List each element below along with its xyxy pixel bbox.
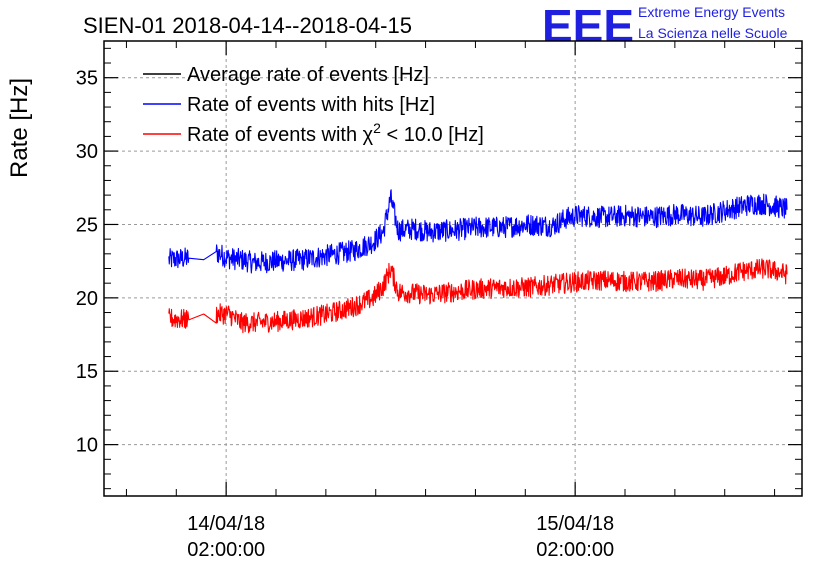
- legend-label-chi2-suffix: < 10.0 [Hz]: [381, 124, 484, 146]
- y-tick-label: 35: [76, 68, 98, 90]
- y-tick-label: 10: [76, 435, 98, 457]
- legend-label-chi2-prefix: Rate of events with χ: [187, 124, 374, 146]
- y-tick-label: 30: [76, 141, 98, 163]
- chart-title: SIEN-01 2018-04-14--2018-04-15: [83, 13, 412, 38]
- series-line-chi2: [168, 258, 788, 334]
- x-tick-date: 14/04/18: [187, 513, 265, 535]
- eee-logo-line1: Extreme Energy Events: [638, 4, 785, 20]
- legend-label-chi2: Rate of events with χ2 < 10.0 [Hz]: [187, 120, 484, 146]
- y-tick-label: 25: [76, 214, 98, 236]
- plot-frame: [103, 40, 803, 497]
- series-line-hits: [168, 189, 788, 274]
- y-axis-label: Rate [Hz]: [6, 78, 33, 178]
- series-layer: [168, 189, 788, 334]
- eee-logo: EEE Extreme Energy Events La Scienza nel…: [542, 0, 788, 52]
- x-tick-time: 02:00:00: [187, 539, 265, 561]
- legend-label-chi2-sup: 2: [373, 120, 381, 136]
- legend-label-average: Average rate of events [Hz]: [187, 64, 429, 86]
- legend: Average rate of events [Hz] Rate of even…: [143, 64, 484, 146]
- eee-logo-line2: La Scienza nelle Scuole: [638, 25, 788, 41]
- y-tick-label: 20: [76, 288, 98, 310]
- x-tick-time: 02:00:00: [536, 539, 614, 561]
- y-tick-label: 15: [76, 361, 98, 383]
- axes: 10 15 20 25 30 35 14/04/18 02:00:00 15/04/18 02:0…: [76, 41, 802, 561]
- legend-label-hits: Rate of events with hits [Hz]: [187, 94, 435, 116]
- x-tick-date: 15/04/18: [536, 513, 614, 535]
